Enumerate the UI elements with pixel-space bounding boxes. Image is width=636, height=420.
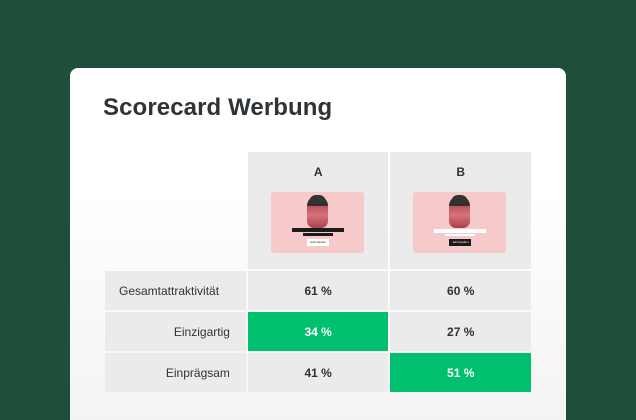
ad-thumbnail-b[interactable]: Jetzt kaufen <box>413 192 507 253</box>
speaker-image <box>306 196 328 228</box>
cta-button: Jetzt kaufen <box>306 239 329 246</box>
speaker-top <box>451 195 469 204</box>
subline-bar <box>445 234 476 236</box>
table-row: Einprägsam 41 % 51 % <box>105 353 531 392</box>
value-cell-b: 27 % <box>390 312 531 351</box>
column-label-b: B <box>456 165 466 179</box>
speaker-top <box>308 195 326 204</box>
headline-bar <box>291 228 344 232</box>
column-header-a: A Jetzt kaufen <box>247 152 389 269</box>
row-label: Gesamtattraktivität <box>105 271 246 310</box>
corner-cell <box>105 152 246 269</box>
speaker-image <box>449 196 471 228</box>
table-row: Einzigartig 34 % 27 % <box>105 312 531 351</box>
headline-bar <box>434 229 487 233</box>
value-cell-a: 61 % <box>247 271 389 310</box>
subline-bar <box>302 233 333 236</box>
column-header-b: B Jetzt kaufen <box>390 152 531 269</box>
table-row: Gesamtattraktivität 61 % 60 % <box>105 271 531 310</box>
cta-button: Jetzt kaufen <box>449 239 472 246</box>
column-label-a: A <box>313 165 323 179</box>
value-cell-a: 41 % <box>247 353 389 392</box>
value-cell-a: 34 % <box>247 312 389 351</box>
value-cell-b: 51 % <box>390 353 531 392</box>
scorecard-card: Scorecard Werbung A Jetzt kaufen B <box>70 68 566 420</box>
value-cell-b: 60 % <box>390 271 531 310</box>
page-title: Scorecard Werbung <box>103 94 333 121</box>
scorecard-table: A Jetzt kaufen B Jetzt kaufen <box>103 150 533 394</box>
ad-thumbnail-a[interactable]: Jetzt kaufen <box>270 192 364 253</box>
row-label: Einzigartig <box>105 312 246 351</box>
row-label: Einprägsam <box>105 353 246 392</box>
header-row: A Jetzt kaufen B Jetzt kaufen <box>105 152 531 269</box>
